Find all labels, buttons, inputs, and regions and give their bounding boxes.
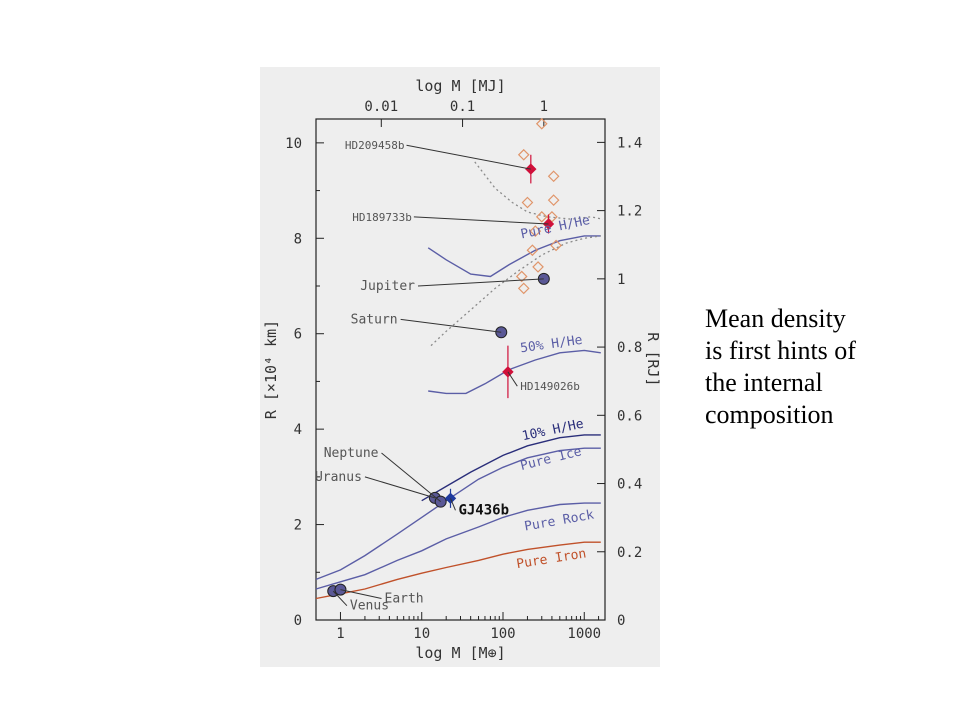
- caption-line: is first hints of: [705, 336, 856, 365]
- y-right-tick-label: 0.8: [617, 340, 642, 356]
- x-tick-label: 100: [490, 626, 515, 642]
- y-tick-label: 4: [294, 422, 302, 438]
- hollow-diamond-point: [535, 210, 548, 223]
- x-tick-label: 1: [336, 626, 344, 642]
- x-top-tick-label: 0.01: [364, 99, 398, 115]
- y-axis-label: R [×10⁴ km]: [262, 320, 280, 419]
- series-line-pure-h-he: [427, 235, 601, 278]
- y-right-tick-label: 1: [617, 272, 625, 288]
- y-right-tick-label: 1.2: [617, 204, 642, 220]
- planet-label: Uranus: [315, 470, 362, 485]
- series-line-10-h-he: [421, 434, 601, 502]
- y-right-tick-label: 1.4: [617, 135, 642, 151]
- y-tick-label: 10: [285, 136, 302, 152]
- y-tick-label: 8: [294, 231, 302, 247]
- hollow-diamond-point: [526, 244, 539, 257]
- y-tick-label: 0: [294, 613, 302, 629]
- series-label: 10% H/He: [521, 417, 586, 445]
- caption-line: composition: [705, 400, 834, 429]
- exoplanet-marker: [542, 218, 555, 230]
- y-right-tick-label: 0.2: [617, 545, 642, 561]
- x-tick-label: 10: [413, 626, 430, 642]
- hollow-diamond-point: [517, 282, 530, 295]
- y-right-tick-label: 0.4: [617, 477, 642, 493]
- figure-panel: 1 10 100 1000 log M [M⊕] 0.01 0.1 1 log M [MJ] 0 2…: [260, 67, 660, 667]
- exoplanet-leader-line: [507, 371, 518, 387]
- hollow-diamond-point: [521, 196, 534, 209]
- x-top-tick-label: 1: [540, 99, 548, 115]
- planet-leader-line: [400, 318, 502, 333]
- hollow-diamond-point: [515, 270, 528, 283]
- y-right-tick-label: 0: [617, 613, 625, 629]
- series-label: Pure H/He: [519, 213, 591, 242]
- planet-leader-line: [364, 476, 435, 499]
- planet-label: Saturn: [351, 312, 398, 327]
- series-label: 50% H/He: [519, 333, 583, 357]
- hollow-diamond-point: [517, 148, 530, 161]
- caption-line: Mean density: [705, 304, 846, 333]
- planet-label: Jupiter: [360, 279, 415, 294]
- exoplanet-label: HD189733b: [352, 211, 412, 224]
- hollow-diamond-point: [532, 261, 544, 273]
- series-line-pure-ice: [315, 447, 601, 581]
- series-line-pure-iron: [315, 541, 601, 600]
- x-axis-label: log M [M⊕]: [415, 644, 505, 662]
- exoplanet-label: HD209458b: [345, 139, 405, 152]
- planet-label: Neptune: [324, 446, 379, 461]
- planet-label: Venus: [350, 599, 389, 614]
- series-label: Pure Rock: [523, 508, 595, 535]
- y-tick-label: 6: [294, 327, 302, 343]
- y-right-tick-label: 0.6: [617, 408, 642, 424]
- dotted-model-line: [430, 235, 601, 347]
- hollow-diamond-point: [529, 225, 542, 237]
- y-right-axis-label: R [RJ]: [644, 332, 660, 386]
- hollow-diamond-point: [547, 170, 560, 183]
- dotted-model-line: [474, 161, 604, 220]
- planet-leader-line: [417, 278, 544, 287]
- caption-line: the internal: [705, 368, 823, 397]
- exoplanet-leader-line: [406, 144, 531, 170]
- y-tick-label: 2: [294, 518, 302, 534]
- exoplanet-leader-line: [450, 498, 456, 511]
- planet-leader-line: [332, 590, 348, 607]
- exoplanet-leader-line: [413, 216, 549, 225]
- caption-text: Mean density is first hints of the inter…: [705, 303, 945, 431]
- series-line-pure-rock: [315, 502, 601, 590]
- x-top-axis-label: log M [MJ]: [415, 77, 505, 95]
- x-tick-label: 1000: [567, 626, 601, 642]
- x-top-tick-label: 0.1: [450, 99, 475, 115]
- exoplanet-label: HD149026b: [520, 380, 580, 393]
- planet-leader-line: [340, 589, 382, 600]
- hollow-diamond-point: [550, 239, 562, 252]
- exoplanet-label: GJ436b: [458, 502, 509, 518]
- planet-leader-line: [381, 452, 441, 503]
- planet-label: Earth: [385, 592, 424, 607]
- hollow-diamond-point: [535, 117, 548, 130]
- series-label: Pure Ice: [519, 444, 584, 474]
- hollow-diamond-point: [547, 194, 560, 206]
